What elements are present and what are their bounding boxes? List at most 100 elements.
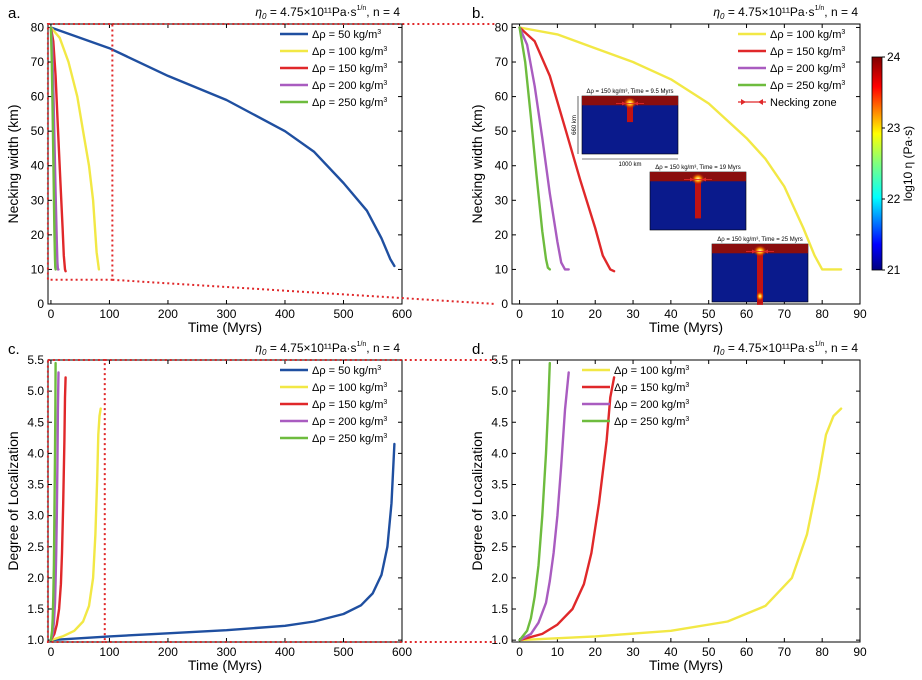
x-tick-label: 300 bbox=[216, 307, 236, 321]
inset-model-2: Δρ = 150 kg/m³, Time = 19 Myrs bbox=[649, 165, 747, 231]
legend-label: Δρ = 250 kg/m3 bbox=[312, 97, 387, 109]
inset-hot-zone bbox=[691, 172, 705, 185]
legend-label: Δρ = 150 kg/m3 bbox=[770, 46, 845, 58]
colorbar-tick-label: 24 bbox=[887, 50, 901, 64]
legend-label: Δρ = 100 kg/m3 bbox=[312, 382, 387, 394]
panel-d: d. η0 = 4.75×10¹¹Pa·s1/n, n = 4 0 10 20 30 40 5… bbox=[469, 341, 867, 673]
x-tick-label: 90 bbox=[853, 645, 867, 659]
legend-label: Δρ = 150 kg/m3 bbox=[312, 399, 387, 411]
panel-c: c. η0 = 4.75×10¹¹Pa·s1/n, n = 4 0 100 200 300… bbox=[5, 341, 412, 673]
y-tick-label: 2.5 bbox=[491, 540, 508, 554]
panel-title: η0 = 4.75×10¹¹Pa·s1/n, n = 4 bbox=[255, 341, 400, 357]
y-tick-label: 3.5 bbox=[491, 478, 508, 492]
x-tick-label: 500 bbox=[333, 307, 353, 321]
x-tick-label: 0 bbox=[48, 307, 55, 321]
plot-frame bbox=[511, 359, 861, 643]
y-tick-label: 1.5 bbox=[491, 602, 508, 616]
y-tick-label: 5.0 bbox=[491, 384, 508, 398]
legend-label-necking: Necking zone bbox=[770, 97, 837, 109]
legend-label: Δρ = 100 kg/m3 bbox=[312, 46, 387, 58]
y-tick-label: 40 bbox=[31, 159, 45, 173]
legend-label: Δρ = 200 kg/m3 bbox=[770, 63, 845, 75]
series-line-100 bbox=[49, 26, 101, 271]
x-tick-label: 40 bbox=[664, 307, 678, 321]
x-tick-label: 0 bbox=[48, 645, 55, 659]
y-tick-label: 30 bbox=[31, 193, 45, 207]
x-tick-label: 100 bbox=[99, 645, 119, 659]
legend-label: Δρ = 150 kg/m3 bbox=[312, 63, 387, 75]
x-tick-label: 0 bbox=[516, 307, 523, 321]
x-tick-label: 600 bbox=[392, 645, 412, 659]
x-axis-label: Time (Myrs) bbox=[649, 657, 723, 673]
inset-necking-arrow-right bbox=[690, 177, 694, 182]
series-line-150 bbox=[49, 376, 67, 642]
inset-hot-tip bbox=[756, 291, 764, 302]
x-tick-label: 60 bbox=[740, 645, 754, 659]
x-axis-label: Time (Myrs) bbox=[649, 319, 723, 335]
y-tick-label: 3.0 bbox=[491, 509, 508, 523]
inset-drip bbox=[627, 101, 633, 123]
x-tick-label: 100 bbox=[99, 307, 119, 321]
series-line-150 bbox=[49, 26, 67, 273]
inset-model-1: Δρ = 150 kg/m³, Time = 9.5 Myrs 660 km 100… bbox=[572, 89, 679, 168]
series-line-150 bbox=[518, 376, 616, 642]
x-tick-label: 400 bbox=[275, 307, 295, 321]
legend: Δρ = 100 kg/m3 Δρ = 150 kg/m3 Δρ = 200 kg/… bbox=[738, 29, 845, 109]
legend-label: Δρ = 50 kg/m3 bbox=[312, 29, 381, 41]
y-tick-label: 3.0 bbox=[27, 509, 44, 523]
x-axis-label: Time (Myrs) bbox=[188, 319, 262, 335]
x-tick-label: 70 bbox=[778, 307, 792, 321]
y-tick-label: 4.0 bbox=[27, 446, 44, 460]
x-tick-label: 0 bbox=[516, 645, 523, 659]
y-axis-label: Degree of Localization bbox=[5, 431, 21, 570]
legend-label: Δρ = 200 kg/m3 bbox=[312, 80, 387, 92]
y-tick-label: 30 bbox=[495, 193, 509, 207]
inset-necking-arrow-right bbox=[622, 101, 626, 106]
legend-label: Δρ = 150 kg/m3 bbox=[614, 382, 689, 394]
legend-label: Δρ = 100 kg/m3 bbox=[770, 29, 845, 41]
zoom-connectors bbox=[104, 23, 497, 643]
inset-caption: Δρ = 150 kg/m³, Time = 19 Myrs bbox=[655, 165, 740, 171]
x-tick-label: 50 bbox=[702, 645, 716, 659]
y-axis-label: Necking width (km) bbox=[469, 104, 485, 223]
panel-title: η0 = 4.75×10¹¹Pa·s1/n, n = 4 bbox=[713, 341, 858, 357]
y-tick-label: 50 bbox=[31, 124, 45, 138]
panel-a: a. η0 = 4.75×10¹¹Pa·s1/n, n = 40 100 200 300… bbox=[5, 5, 412, 335]
x-tick-label: 300 bbox=[216, 645, 236, 659]
y-tick-label: 80 bbox=[31, 20, 45, 34]
inset-caption: Δρ = 150 kg/m³, Time = 25 Myrs bbox=[717, 237, 802, 243]
x-tick-label: 90 bbox=[853, 307, 867, 321]
x-tick-label: 200 bbox=[158, 645, 178, 659]
panel-letter: a. bbox=[8, 5, 21, 22]
inset-height-label: 660 km bbox=[572, 115, 578, 135]
series-line-50 bbox=[49, 26, 396, 268]
legend: Δρ = 50 kg/m3 Δρ = 100 kg/m3 Δρ = 150 kg/m… bbox=[280, 29, 387, 109]
series-line-250 bbox=[518, 26, 551, 271]
zoom-box bbox=[46, 359, 106, 643]
legend-necking-arrow-left bbox=[758, 99, 763, 105]
x-axis-label: Time (Myrs) bbox=[188, 657, 262, 673]
series-line-200 bbox=[518, 26, 570, 271]
x-tick-label: 70 bbox=[778, 645, 792, 659]
panel-title: η0 = 4.75×10¹¹Pa·s1/n, n = 4 bbox=[713, 5, 858, 21]
y-axis-label: Necking width (km) bbox=[5, 104, 21, 223]
inset-hot-zone bbox=[753, 244, 767, 257]
y-tick-label: 4.5 bbox=[491, 415, 508, 429]
x-tick-label: 500 bbox=[333, 645, 353, 659]
panel-b: b. η0 = 4.75×10¹¹Pa·s1/n, n = 4 0 10 20 30 40 5… bbox=[469, 5, 867, 335]
inset-hot-zone bbox=[623, 96, 637, 109]
y-tick-label: 60 bbox=[31, 90, 45, 104]
y-tick-label: 50 bbox=[495, 124, 509, 138]
x-tick-label: 20 bbox=[589, 645, 603, 659]
y-tick-label: 80 bbox=[495, 20, 509, 34]
panel-letter: b. bbox=[472, 5, 485, 22]
x-tick-label: 10 bbox=[551, 307, 565, 321]
x-tick-label: 80 bbox=[815, 645, 829, 659]
inset-necking-arrow-left bbox=[764, 249, 768, 254]
y-tick-label: 0 bbox=[37, 297, 44, 311]
x-tick-label: 10 bbox=[551, 645, 565, 659]
y-tick-label: 60 bbox=[495, 90, 509, 104]
y-tick-label: 10 bbox=[31, 262, 45, 276]
series-line-50 bbox=[49, 442, 396, 642]
